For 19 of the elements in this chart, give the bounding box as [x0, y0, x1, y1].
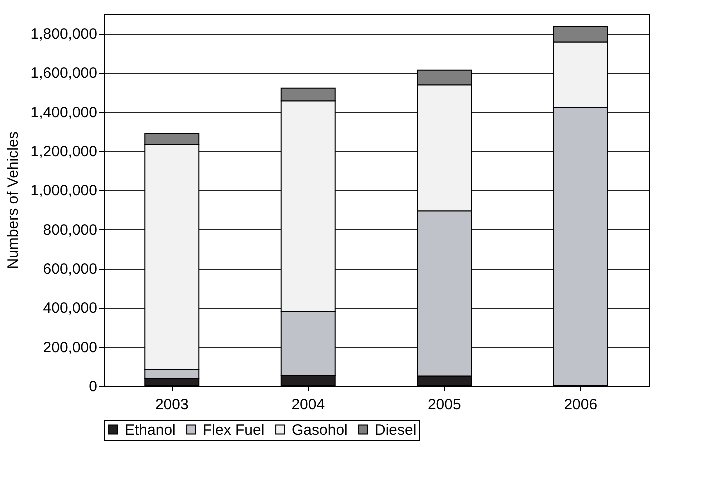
- y-tick-label: 800,000: [43, 222, 98, 239]
- y-axis-title: Numbers of Vehicles: [4, 132, 22, 270]
- y-tick-label: 1,400,000: [30, 104, 98, 122]
- x-tick-label: 2003: [155, 396, 189, 414]
- y-tick-label: 400,000: [43, 300, 98, 318]
- y-tick-label: 0: [89, 378, 98, 396]
- x-tick-label: 2004: [292, 396, 326, 414]
- legend-label: Ethanol: [125, 422, 176, 439]
- y-tick-label: 200,000: [43, 339, 98, 356]
- legend-label: Flex Fuel: [203, 422, 265, 439]
- legend-label: Diesel: [375, 422, 417, 439]
- y-tick-label: 1,200,000: [30, 144, 98, 161]
- y-tick-label: 1,800,000: [30, 26, 98, 44]
- x-tick-label: 2005: [428, 396, 462, 414]
- x-tick-label: 2006: [564, 396, 598, 414]
- y-tick-label: 1,000,000: [30, 182, 98, 200]
- legend-label: Gasohol: [292, 422, 348, 439]
- y-tick-label: 600,000: [43, 261, 98, 278]
- y-tick-label: 1,600,000: [30, 65, 98, 82]
